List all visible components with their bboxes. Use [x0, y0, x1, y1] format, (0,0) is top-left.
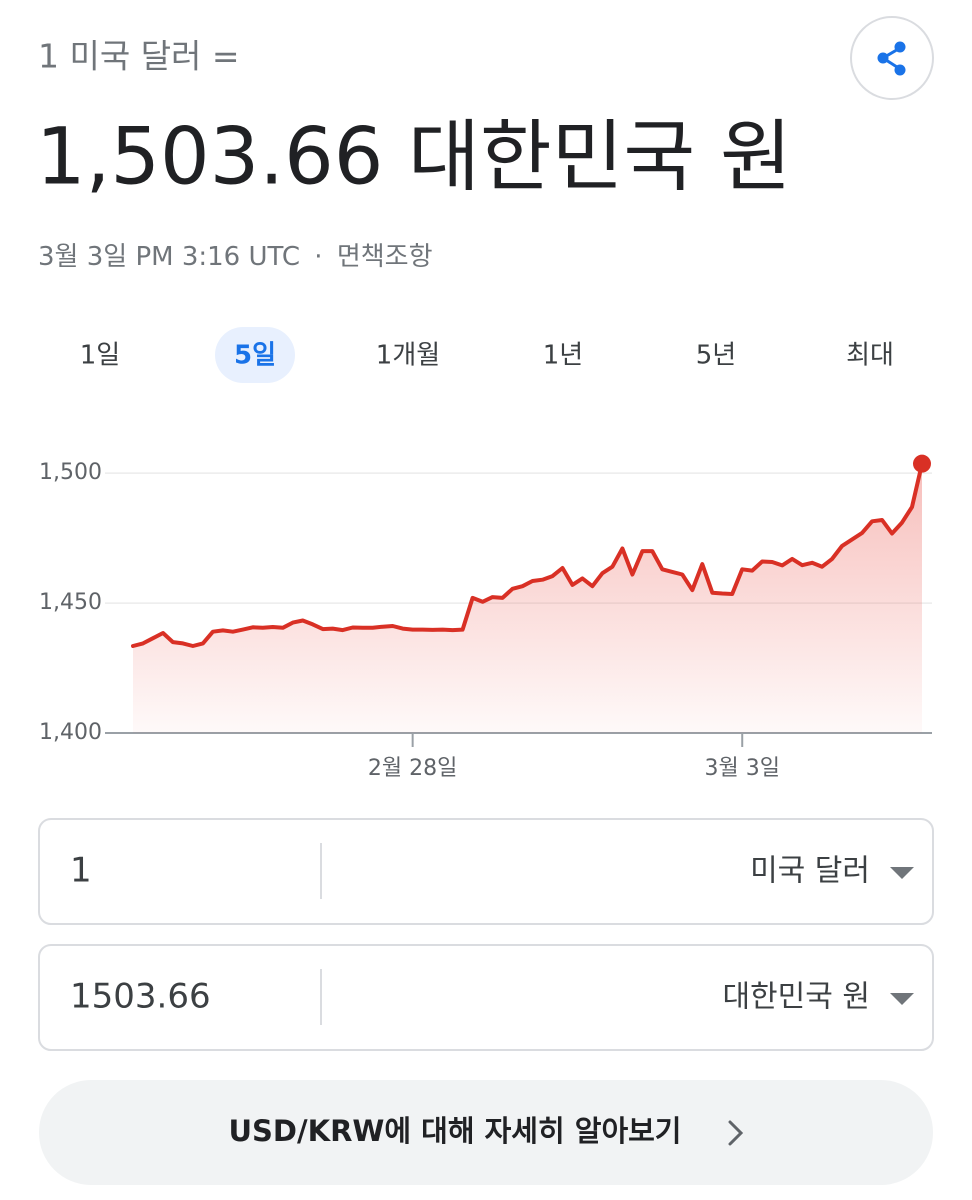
dropdown-arrow — [890, 867, 914, 879]
more-button[interactable] — [39, 1080, 933, 1185]
y-tick-label: 1,450 — [39, 590, 102, 615]
tab[interactable]: 5일 — [234, 341, 276, 371]
tab[interactable]: 최대 — [846, 341, 894, 371]
tab[interactable]: 5년 — [696, 341, 736, 371]
share-button[interactable] — [850, 16, 934, 100]
timestamp: 3월 3일 PM 3:16 UTC — [38, 242, 300, 272]
chevron — [728, 1120, 744, 1146]
tab-selected-bg[interactable] — [215, 327, 295, 383]
more-link-text[interactable]: USD/KRW에 대해 자세히 알아보기 — [229, 1114, 682, 1148]
x-tick-label: 2월 28일 — [368, 756, 457, 781]
header-label: 1 미국 달러 = — [38, 37, 240, 76]
end-point — [913, 454, 931, 473]
tab[interactable]: 1년 — [543, 341, 583, 371]
amount-input[interactable]: 1 — [70, 851, 92, 891]
converter-box — [38, 944, 934, 1051]
line — [131, 461, 924, 648]
y-tick-label: 1,500 — [39, 460, 102, 485]
area — [133, 463, 922, 733]
converter-box — [38, 818, 934, 925]
currency-select[interactable]: 대한민국 원 — [722, 980, 870, 1015]
timestamp-line: 3월 3일 PM 3:16 UTC · 면책조항 — [38, 242, 433, 272]
tab[interactable]: 1개월 — [376, 341, 440, 371]
separator: · — [314, 242, 322, 272]
share-icon — [877, 41, 906, 76]
currency-select[interactable]: 미국 달러 — [750, 854, 870, 889]
header-value: 1,503.66 대한민국 원 — [36, 112, 792, 202]
amount-input[interactable]: 1503.66 — [70, 977, 211, 1017]
share-button-bg[interactable] — [850, 16, 934, 100]
x-tick-label: 3월 3일 — [704, 756, 779, 781]
dropdown-arrow — [890, 993, 914, 1005]
disclaimer-link[interactable]: 면책조항 — [337, 242, 433, 272]
tab[interactable]: 1일 — [80, 341, 120, 371]
y-tick-label: 1,400 — [39, 720, 102, 745]
